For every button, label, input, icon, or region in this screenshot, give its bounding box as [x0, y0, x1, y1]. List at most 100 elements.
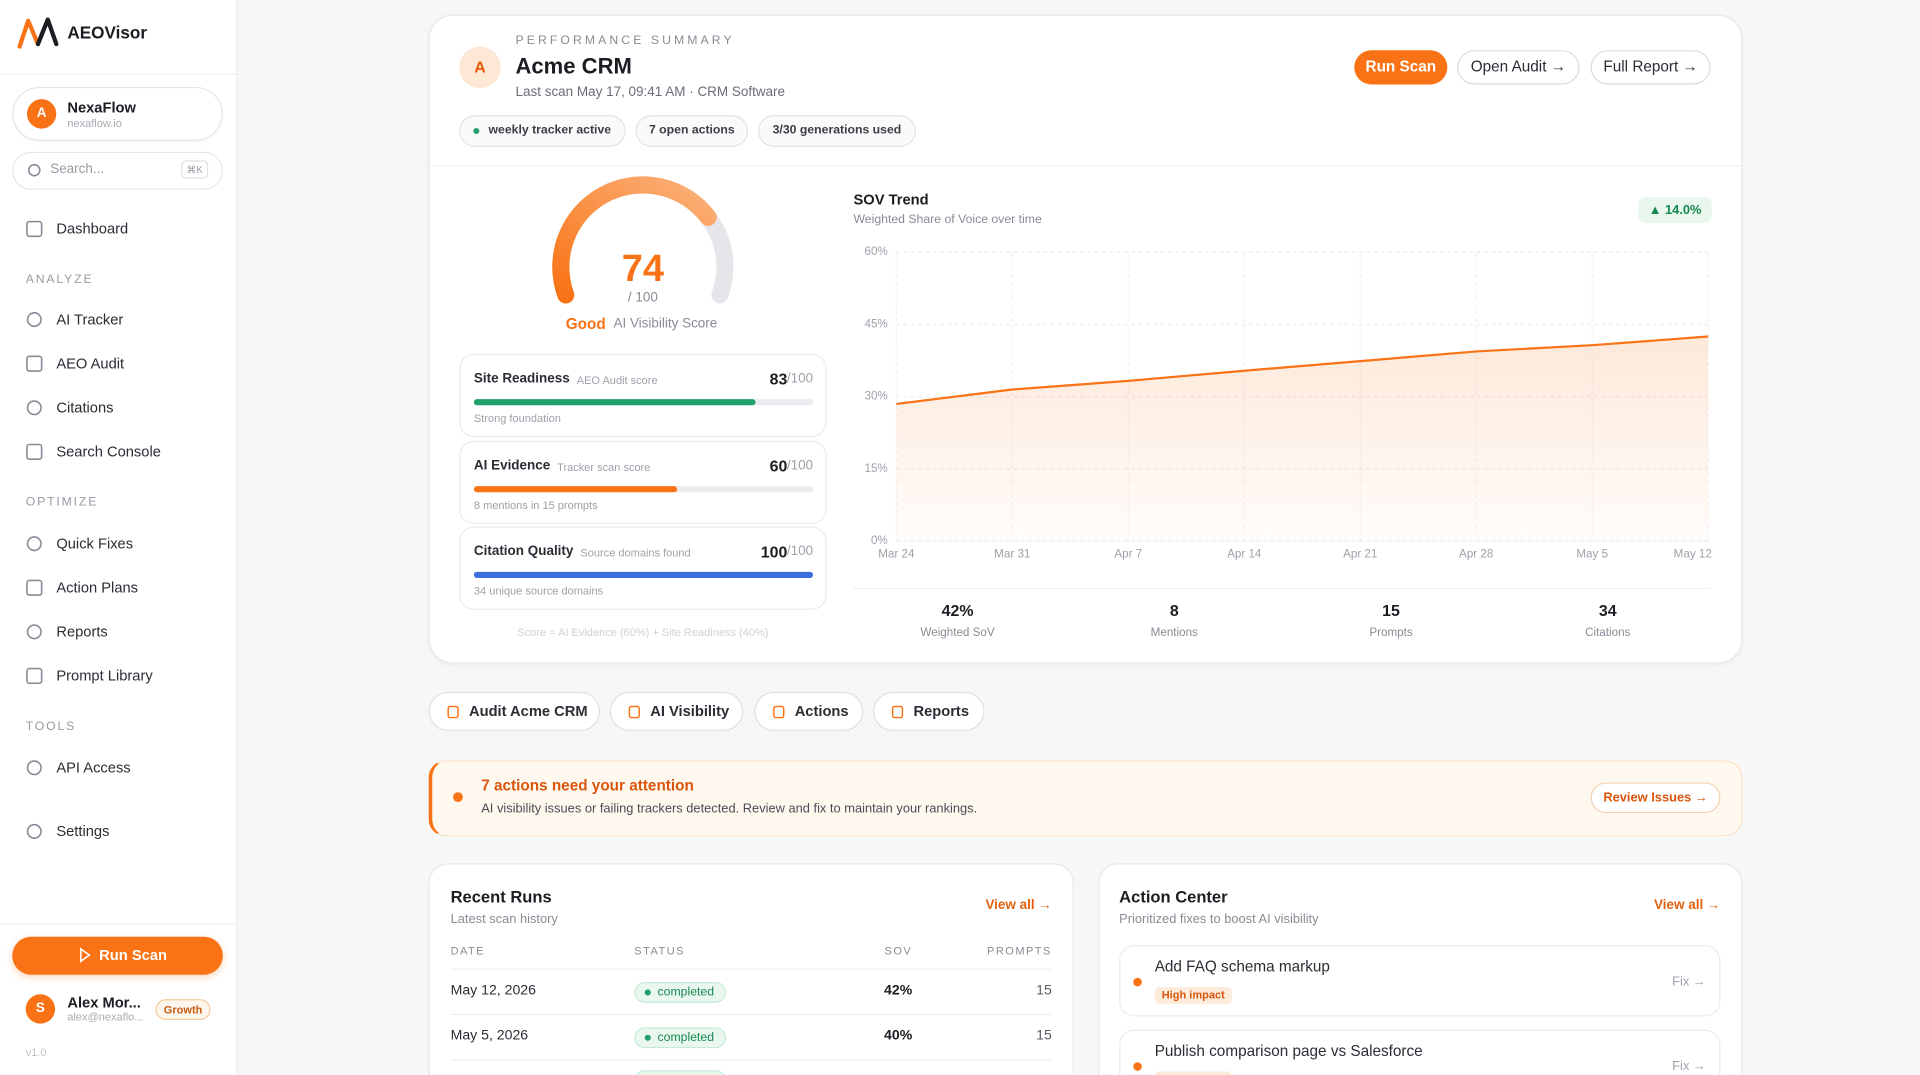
- alert: [428, 760, 1743, 837]
- action-title: Add FAQ schema markup: [1154, 958, 1330, 976]
- x-tick-label: Apr 28: [1459, 547, 1494, 562]
- row-divider: [450, 1059, 1052, 1061]
- impact-badge: [1154, 1071, 1232, 1075]
- run-sov: 42%: [884, 983, 913, 999]
- stat-label: Weighted SoV: [920, 626, 995, 640]
- alert-button[interactable]: [1590, 782, 1721, 814]
- metric-title: AI Evidence: [473, 457, 551, 473]
- status-badge: [634, 1027, 727, 1049]
- run-prompts: 15: [1036, 1028, 1052, 1044]
- scan-meta: Last scan May 17, 09:41 AM · CRM Softwar…: [515, 84, 786, 100]
- status-chip-label: 7 open actions: [648, 123, 735, 138]
- card-link[interactable]: View all →: [985, 898, 1052, 913]
- impact-badge: [1154, 986, 1232, 1005]
- metric-title: Citation Quality: [473, 544, 574, 559]
- workspace-name: NexaFlow: [67, 98, 136, 117]
- chart-subtitle: Weighted Share of Voice over time: [853, 213, 1042, 227]
- card-link[interactable]: View all →: [1654, 898, 1721, 913]
- metric-max: /100: [786, 544, 814, 559]
- y-tick-label: 60%: [864, 245, 888, 259]
- version: v1.0: [25, 1046, 47, 1059]
- metric-card: [459, 526, 827, 610]
- user-email: alex@nexaflo...: [67, 1010, 144, 1024]
- nav-item[interactable]: Search Console: [56, 443, 161, 461]
- nav-item[interactable]: Dashboard: [56, 220, 129, 238]
- metric-value: 83: [769, 370, 788, 389]
- summary-divider: [429, 165, 1742, 167]
- run-date: May 12, 2026: [450, 983, 536, 999]
- run-date: May 5, 2026: [450, 1028, 529, 1044]
- x-tick-label: Apr 14: [1227, 547, 1262, 562]
- y-tick-label: 45%: [864, 317, 888, 331]
- action-item[interactable]: [1119, 945, 1721, 1017]
- tab-label: Audit Acme CRM: [468, 702, 588, 720]
- alert-button-label: Review Issues →: [1603, 790, 1708, 805]
- metric-card: [459, 440, 827, 524]
- nav-item[interactable]: Citations: [56, 398, 114, 417]
- search-shortcut: ⌘K: [186, 164, 203, 176]
- card-subtitle: Prioritized fixes to boost AI visibility: [1119, 911, 1319, 927]
- header-button[interactable]: [1354, 50, 1448, 85]
- card-subtitle: Latest scan history: [450, 911, 558, 927]
- metric-value: 60: [769, 456, 788, 475]
- run-status: completed: [657, 1030, 715, 1044]
- column-header: PROMPTS: [987, 944, 1052, 958]
- action-button[interactable]: Fix →: [1672, 974, 1706, 990]
- x-tick-label: Mar 24: [878, 547, 915, 562]
- tab[interactable]: [873, 691, 985, 732]
- sidebar-run-scan[interactable]: [12, 936, 223, 975]
- header-button-label: Full Report →: [1603, 58, 1698, 76]
- card-title: Recent Runs: [450, 887, 552, 907]
- metric-max: /100: [786, 457, 814, 473]
- divider: [0, 73, 237, 75]
- x-tick-label: Apr 7: [1114, 547, 1143, 562]
- nav-section-title: ANALYZE: [25, 273, 94, 287]
- score-formula: Score = AI Evidence (60%) + Site Readine…: [517, 626, 769, 639]
- x-tick-label: May 12: [1673, 547, 1712, 562]
- search-box[interactable]: [12, 151, 223, 190]
- status-badge: [634, 982, 727, 1003]
- nav-item[interactable]: API Access: [56, 758, 131, 777]
- chart-title: SOV Trend: [853, 190, 929, 208]
- nav-section-title: OPTIMIZE: [25, 495, 99, 510]
- score-value: 74: [621, 246, 664, 290]
- nav-item[interactable]: AEO Audit: [56, 354, 125, 373]
- header-button-label: Run Scan: [1365, 58, 1437, 76]
- workspace-avatar: [26, 99, 57, 129]
- nav-item[interactable]: Prompt Library: [56, 667, 153, 685]
- x-tick-label: Apr 21: [1343, 547, 1378, 562]
- action-button[interactable]: Fix →: [1672, 1058, 1706, 1074]
- nav-item[interactable]: Action Plans: [56, 578, 139, 597]
- metric-card: [459, 353, 827, 438]
- column-header: SOV: [884, 944, 913, 958]
- run-status: completed: [657, 985, 715, 999]
- nav-item[interactable]: AI Tracker: [56, 310, 124, 328]
- trend-badge-label: ▲ 14.0%: [1648, 202, 1702, 217]
- card-title: Action Center: [1119, 887, 1228, 907]
- nav-item[interactable]: Reports: [56, 623, 108, 641]
- tab[interactable]: [609, 691, 744, 732]
- alert-text: AI visibility issues or failing trackers…: [481, 801, 978, 817]
- x-tick-label: Mar 31: [994, 547, 1031, 562]
- nav-section-title: TOOLS: [25, 720, 77, 734]
- score-max: / 100: [627, 290, 658, 306]
- divider: [0, 923, 237, 925]
- status-badge: [634, 1070, 727, 1075]
- row-divider: [450, 968, 1052, 970]
- company-name: Acme CRM: [515, 54, 632, 79]
- column-header: DATE: [450, 944, 486, 958]
- eyebrow: PERFORMANCE SUMMARY: [515, 34, 735, 48]
- action-title: Publish comparison page vs Salesforce: [1154, 1042, 1423, 1060]
- action-item[interactable]: [1119, 1029, 1721, 1075]
- header-button[interactable]: [1457, 50, 1580, 85]
- metric-sub: Source domains found: [580, 546, 691, 560]
- metric-sub: Tracker scan score: [557, 460, 651, 473]
- header-button[interactable]: [1590, 50, 1711, 85]
- status-chip-label: 3/30 generations used: [772, 123, 902, 138]
- nav-item[interactable]: Settings: [56, 822, 110, 840]
- score-label: AI Visibility Score: [613, 316, 718, 332]
- nav-item[interactable]: Quick Fixes: [56, 534, 134, 553]
- tab[interactable]: [754, 691, 864, 732]
